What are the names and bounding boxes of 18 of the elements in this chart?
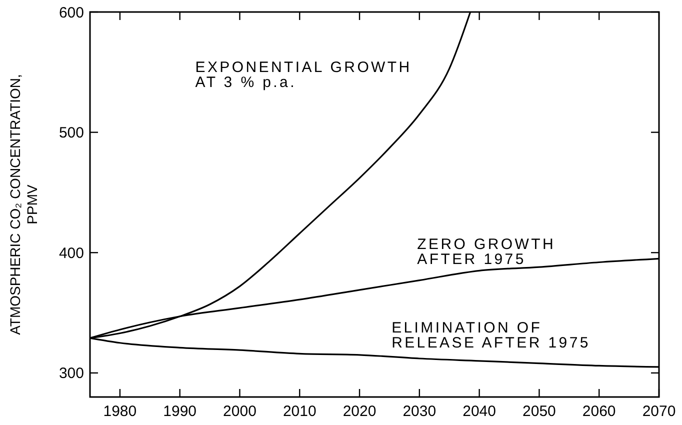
y-tick-label: 600 — [58, 4, 84, 22]
series-label: ELIMINATION OF RELEASE AFTER 1975 — [392, 319, 590, 352]
series-label: ZERO GROWTH AFTER 1975 — [417, 236, 556, 268]
x-tick-label: 2020 — [342, 403, 376, 420]
x-tick-label: 2000 — [223, 403, 256, 420]
x-tick-label: 2060 — [582, 403, 616, 420]
x-tick-label: 2070 — [642, 403, 676, 420]
x-tick-label: 1990 — [163, 403, 197, 420]
series-label: EXPONENTIAL GROWTH AT 3 % p.a. — [195, 59, 412, 92]
x-tick-label: 1980 — [103, 403, 137, 420]
x-tick-label: 2040 — [462, 403, 496, 420]
y-tick-label: 500 — [58, 124, 84, 142]
x-tick-label: 2010 — [282, 403, 316, 420]
y-tick-label: 300 — [58, 365, 84, 382]
x-tick-label: 2050 — [522, 403, 556, 420]
y-tick-label: 400 — [58, 244, 84, 262]
x-tick-label: 2030 — [402, 403, 436, 420]
y-axis-title: ATMOSPHERIC CO₂ CONCENTRATION, PPMV — [7, 74, 40, 335]
